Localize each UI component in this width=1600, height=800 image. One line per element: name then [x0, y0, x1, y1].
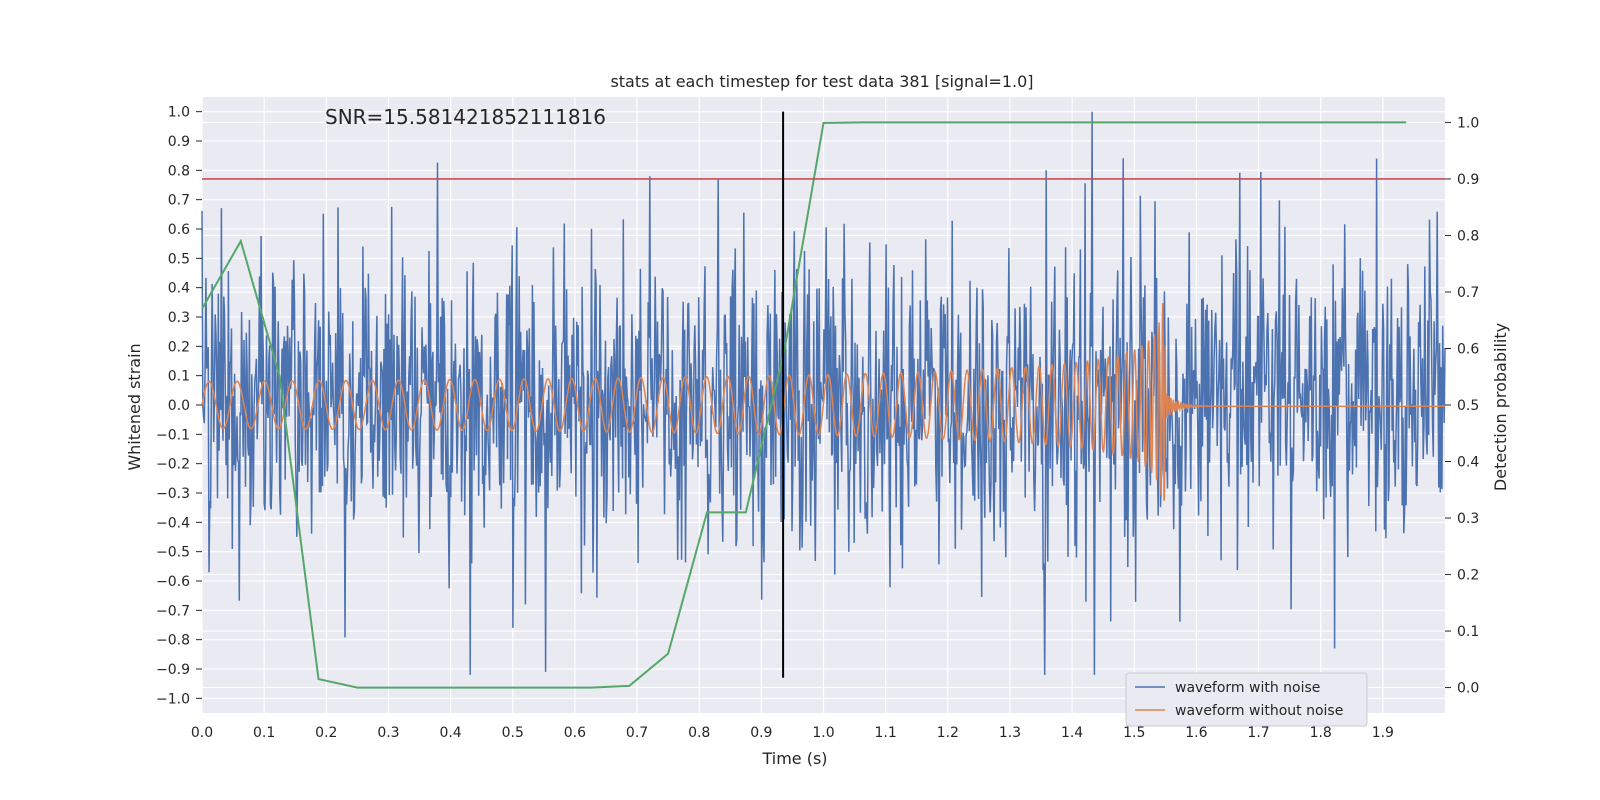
x-axis-label: Time (s) [761, 749, 827, 768]
left-tick-label: 0.5 [168, 251, 190, 267]
x-tick-label: 1.6 [1185, 725, 1207, 741]
x-tick-label: 0.6 [564, 725, 586, 741]
left-tick-label: −0.9 [156, 662, 190, 678]
left-tick-label: 0.7 [168, 193, 190, 209]
left-tick-label: 0.3 [168, 310, 190, 326]
series-waveform-without-noise [201, 302, 1445, 501]
left-tick-label: 0.9 [168, 134, 190, 150]
left-tick-label: 0.4 [168, 281, 190, 297]
left-y-axis-label: Whitened strain [125, 343, 144, 470]
series-waveform-with-noise [201, 111, 1446, 675]
legend: waveform with noise waveform without noi… [1125, 672, 1368, 727]
left-tick-label: −0.4 [156, 515, 190, 531]
right-y-axis-label: Detection probability [1491, 323, 1510, 491]
left-tick-label: 0.0 [168, 398, 190, 414]
left-tick-label: 0.6 [168, 222, 190, 238]
legend-box [1125, 672, 1368, 727]
left-tick-label: 0.1 [168, 369, 190, 385]
right-tick-label: 1.0 [1457, 115, 1479, 131]
left-tick-label: −0.3 [156, 486, 190, 502]
x-tick-label: 0.8 [688, 725, 710, 741]
x-tick-label: 0.2 [315, 725, 337, 741]
left-tick-label: −0.1 [156, 427, 190, 443]
right-tick-label: 0.3 [1457, 511, 1479, 527]
x-tick-label: 1.9 [1372, 725, 1394, 741]
right-tick-label: 0.1 [1457, 624, 1479, 640]
x-tick-label: 0.3 [377, 725, 399, 741]
left-tick-label: −0.6 [156, 574, 190, 590]
left-tick-label: −0.7 [156, 603, 190, 619]
left-tick-label: −1.0 [156, 691, 190, 707]
right-tick-label: 0.9 [1457, 172, 1479, 188]
left-tick-label: −0.5 [156, 545, 190, 561]
x-tick-label: 1.8 [1310, 725, 1332, 741]
x-tick-label: 0.1 [253, 725, 275, 741]
x-tick-label: 0.0 [191, 725, 213, 741]
right-tick-label: 0.4 [1457, 455, 1479, 471]
x-tick-label: 1.5 [1123, 725, 1145, 741]
chart-title: stats at each timestep for test data 381… [610, 72, 1033, 91]
series-detection-probability [201, 121, 1407, 689]
left-tick-label: 0.2 [168, 339, 190, 355]
right-tick-label: 0.6 [1457, 341, 1479, 357]
right-y-axis: 1.0 0.9 0.8 0.7 0.6 0.5 0.4 0.3 0.2 0.1 0.0 [1445, 115, 1479, 697]
x-tick-label: 1.1 [875, 725, 897, 741]
x-tick-label: 0.9 [750, 725, 772, 741]
right-tick-label: 0.5 [1457, 398, 1479, 414]
left-tick-label: 0.8 [168, 163, 190, 179]
x-tick-label: 1.4 [1061, 725, 1083, 741]
x-tick-label: 1.2 [937, 725, 959, 741]
right-tick-label: 0.2 [1457, 568, 1479, 584]
x-tick-label: 0.7 [626, 725, 648, 741]
left-tick-label: 1.0 [168, 105, 190, 121]
right-tick-label: 0.0 [1457, 681, 1479, 697]
left-tick-label: −0.2 [156, 457, 190, 473]
snr-annotation: SNR=15.581421852111816 [325, 105, 606, 129]
legend-label-noise: waveform with noise [1175, 680, 1320, 696]
legend-label-clean: waveform without noise [1175, 703, 1343, 719]
x-tick-label: 0.4 [439, 725, 461, 741]
x-tick-label: 1.7 [1247, 725, 1269, 741]
left-tick-label: −0.8 [156, 633, 190, 649]
right-tick-label: 0.7 [1457, 285, 1479, 301]
x-axis: 0.0 0.1 0.2 0.3 0.4 0.5 0.6 0.7 0.8 0.9 1.0 1.1 1.2 1… [191, 725, 1394, 741]
right-tick-label: 0.8 [1457, 228, 1479, 244]
series-layer [201, 111, 1446, 689]
left-y-axis: 1.0 0.9 0.8 0.7 0.6 0.5 0.4 0.3 0.2 0.1 0.0 −0.1 −0.… [156, 105, 202, 707]
x-tick-label: 1.0 [812, 725, 834, 741]
x-tick-label: 1.3 [999, 725, 1021, 741]
x-tick-label: 0.5 [502, 725, 524, 741]
